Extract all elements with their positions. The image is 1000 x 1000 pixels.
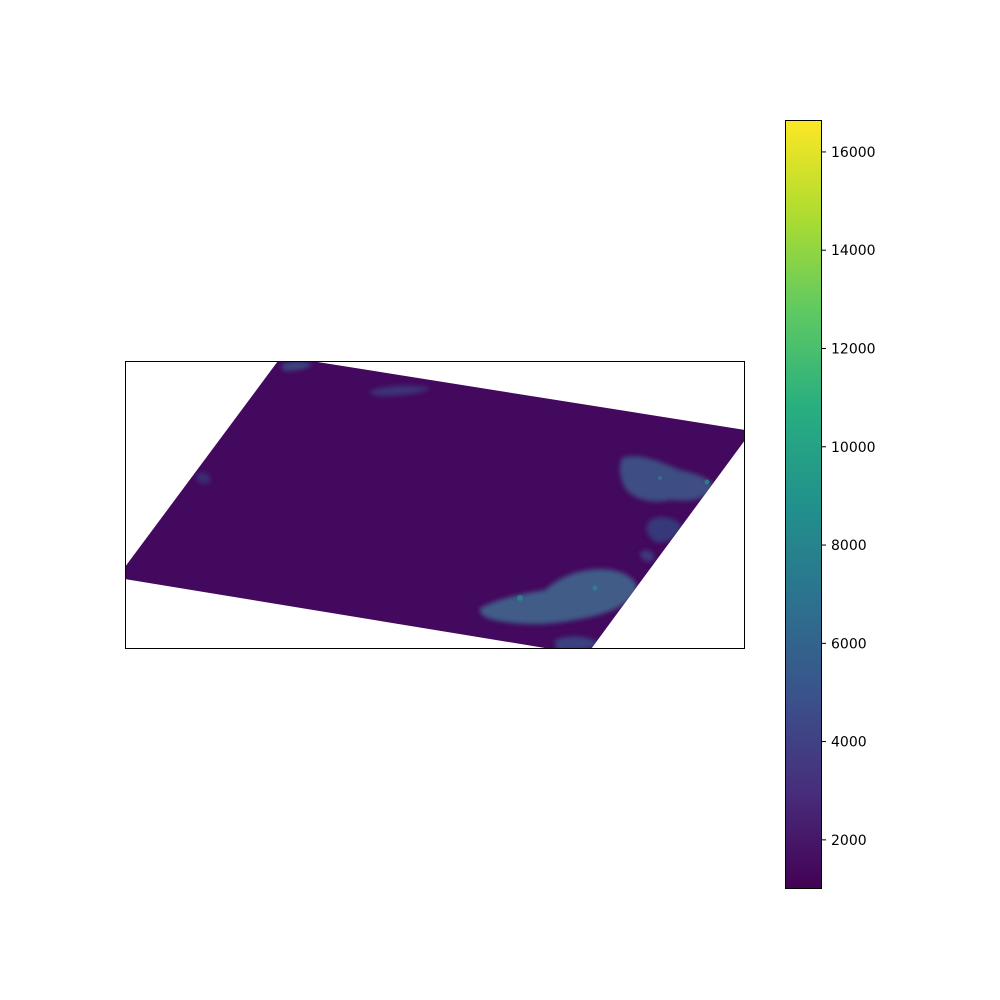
raster-patch-north-2	[368, 385, 430, 396]
colorbar-tick-label: 16000	[831, 145, 876, 161]
colorbar-ticks: 2000 4000 6000 8000 10000 12000 14000 16000	[822, 145, 876, 849]
colorbar-tick-label: 2000	[831, 833, 867, 849]
raster-patch-east-3	[640, 550, 655, 562]
colorbar-tick-label: 14000	[831, 243, 876, 259]
raster-patch-south-2	[555, 636, 600, 649]
raster-patch-north	[282, 361, 312, 371]
raster-patch-east	[619, 456, 715, 502]
raster-patch-west	[196, 472, 211, 484]
colorbar-tick-label: 4000	[831, 735, 867, 751]
map-frame	[125, 361, 745, 649]
colorbar-tick-label: 6000	[831, 636, 867, 652]
colorbar-gradient	[785, 120, 822, 889]
colorbar-tick-label: 10000	[831, 440, 876, 456]
colorbar-frame	[785, 120, 822, 889]
raster-patch-east-2	[646, 517, 682, 543]
colorbar-tick-label: 8000	[831, 538, 867, 554]
colorbar: 2000 4000 6000 8000 10000 12000 14000 16000	[785, 120, 876, 889]
map-panel	[125, 361, 745, 649]
raster-patch-south	[479, 569, 637, 625]
colorbar-tick-label: 12000	[831, 341, 876, 357]
